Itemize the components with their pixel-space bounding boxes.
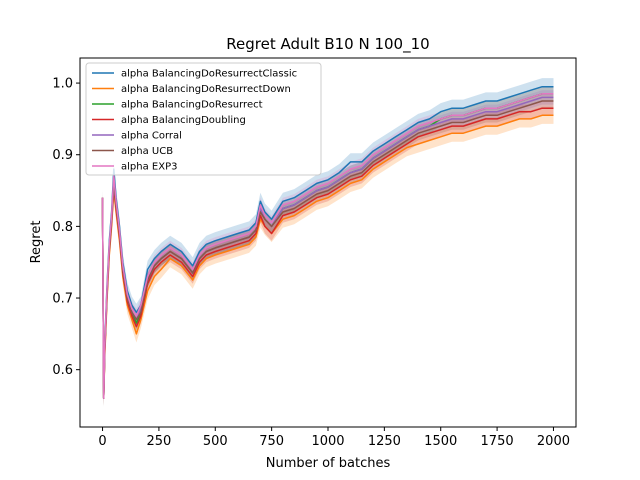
y-tick-label: 0.9: [52, 148, 73, 163]
y-axis-label: Regret: [29, 221, 44, 264]
x-tick-label: 1000: [311, 434, 344, 449]
legend-box: [85, 62, 322, 176]
legend-label-4: alpha Corral: [121, 131, 182, 142]
legend-label-3: alpha BalancingDoubling: [121, 115, 246, 126]
legend: alpha BalancingDoResurrectClassic alpha B…: [85, 62, 322, 176]
x-tick-label: 1750: [481, 434, 514, 449]
x-tick-label: 2000: [537, 434, 570, 449]
x-tick-label: 500: [203, 434, 228, 449]
legend-label-5: alpha UCB: [121, 146, 173, 157]
series-lines: [101, 85, 554, 400]
legend-label-0: alpha BalancingDoResurrectClassic: [121, 69, 297, 80]
y-tick-label: 0.6: [52, 363, 73, 378]
y-tick-label: 0.8: [52, 220, 73, 235]
x-tick-label: 250: [146, 434, 171, 449]
x-tick-label: 1250: [368, 434, 401, 449]
y-tick-label: 1.0: [52, 77, 73, 92]
legend-label-6: alpha EXP3: [121, 162, 177, 173]
x-axis-label: Number of batches: [266, 456, 391, 471]
x-tick-label: 750: [259, 434, 284, 449]
x-axis-ticks: 0 250 500 750 1000 1250 1500 1750 2000: [98, 427, 570, 449]
y-axis-ticks: 0.6 0.7 0.8 0.9 1.0: [52, 77, 80, 378]
x-tick-label: 0: [98, 434, 106, 449]
chart-title: Regret Adult B10 N 100_10: [226, 35, 429, 54]
legend-label-2: alpha BalancingDoResurrect: [121, 100, 263, 111]
y-tick-label: 0.7: [52, 292, 73, 307]
legend-label-1: alpha BalancingDoResurrectDown: [121, 84, 291, 95]
line-series-6: [101, 93, 554, 400]
x-tick-label: 1500: [424, 434, 457, 449]
